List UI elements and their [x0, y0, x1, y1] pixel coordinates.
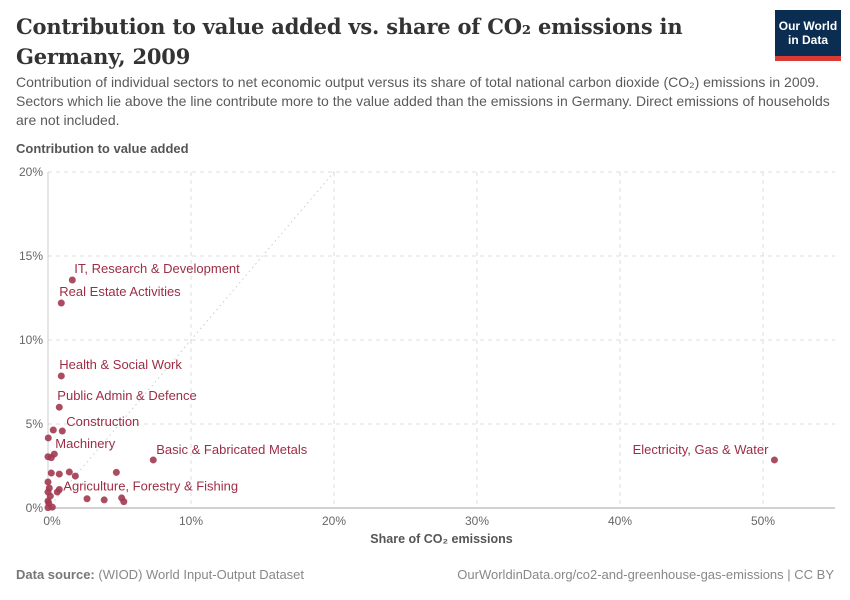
data-point[interactable]	[50, 450, 58, 458]
x-tick-label: 30%	[465, 514, 489, 528]
owid-logo[interactable]: Our World in Data	[775, 10, 841, 61]
data-point[interactable]	[57, 372, 65, 380]
data-point[interactable]	[68, 276, 76, 284]
y-tick-label: 20%	[19, 165, 43, 179]
data-point[interactable]	[49, 426, 57, 434]
data-point[interactable]	[58, 427, 66, 435]
data-point[interactable]	[83, 495, 91, 503]
data-point[interactable]	[55, 403, 63, 411]
data-point[interactable]	[57, 299, 65, 307]
x-tick-label: 10%	[179, 514, 203, 528]
data-point[interactable]	[149, 456, 157, 464]
chart-subtitle: Contribution of individual sectors to ne…	[16, 74, 830, 128]
y-tick-label: 0%	[26, 501, 44, 515]
data-point[interactable]	[100, 496, 108, 504]
credit-link[interactable]: OurWorldinData.org/co2-and-greenhouse-ga…	[457, 567, 834, 582]
data-point-label[interactable]: Health & Social Work	[59, 357, 182, 372]
data-source-value: (WIOD) World Input-Output Dataset	[94, 567, 305, 582]
y-tick-label: 10%	[19, 333, 43, 347]
data-point[interactable]	[47, 469, 55, 477]
x-tick-label: 50%	[751, 514, 775, 528]
data-point[interactable]	[65, 468, 73, 476]
data-source-label: Data source:	[16, 567, 95, 582]
data-point[interactable]	[44, 504, 52, 512]
y-tick-label: 15%	[19, 249, 43, 263]
y-tick-label: 5%	[26, 417, 44, 431]
data-point-label[interactable]: Public Admin & Defence	[57, 388, 196, 403]
data-point-label[interactable]: Machinery	[55, 436, 115, 451]
equality-diagonal-line	[47, 171, 335, 509]
data-point-label[interactable]: Construction	[66, 414, 139, 429]
data-point[interactable]	[44, 478, 52, 486]
x-axis-title: Share of CO₂ emissions	[370, 532, 512, 546]
owid-logo-line1: Our World	[778, 19, 838, 33]
data-point-label[interactable]: Basic & Fabricated Metals	[156, 442, 308, 457]
chart-title: Contribution to value added vs. share of…	[16, 14, 683, 69]
data-point-label[interactable]: Electricity, Gas & Water	[633, 442, 769, 457]
x-tick-label: 20%	[322, 514, 346, 528]
data-point[interactable]	[55, 486, 63, 494]
owid-logo-line2: in Data	[787, 33, 828, 47]
data-source: Data source: (WIOD) World Input-Output D…	[16, 567, 304, 582]
data-point[interactable]	[112, 468, 120, 476]
data-point-label[interactable]: IT, Research & Development	[74, 261, 240, 276]
data-point[interactable]	[71, 472, 79, 480]
y-axis-title: Contribution to value added	[16, 141, 189, 156]
x-tick-label: 40%	[608, 514, 632, 528]
x-tick-label: 0%	[43, 514, 61, 528]
data-point[interactable]	[120, 498, 128, 506]
data-point-label[interactable]: Real Estate Activities	[59, 284, 181, 299]
data-point-label[interactable]: Agriculture, Forestry & Fishing	[63, 479, 238, 494]
chart-footer: Data source: (WIOD) World Input-Output D…	[16, 567, 834, 582]
data-point[interactable]	[55, 470, 63, 478]
data-point[interactable]	[44, 434, 52, 442]
data-point[interactable]	[770, 456, 778, 464]
